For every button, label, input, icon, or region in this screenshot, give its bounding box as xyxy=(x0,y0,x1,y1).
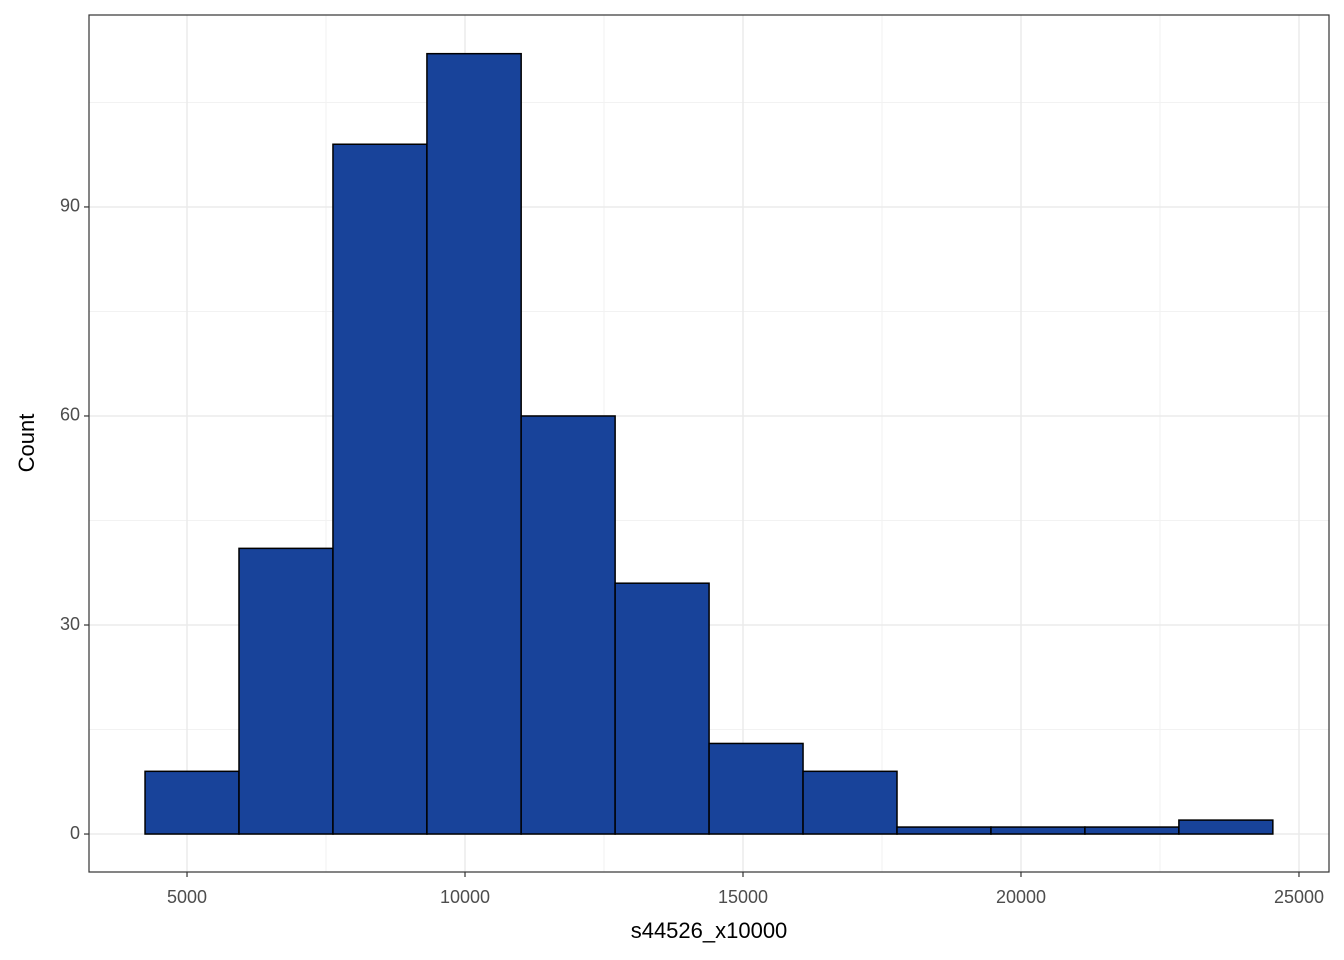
x-tick-label: 20000 xyxy=(996,887,1046,907)
bar xyxy=(332,143,428,835)
bar xyxy=(1178,819,1274,835)
bar xyxy=(426,52,522,835)
bar xyxy=(614,582,710,835)
x-tick-label: 5000 xyxy=(167,887,207,907)
bar xyxy=(144,770,240,835)
panel-border xyxy=(88,14,1330,873)
y-tick-label: 90 xyxy=(60,196,80,216)
y-tick-label: 30 xyxy=(60,614,80,634)
x-axis-title: s44526_x10000 xyxy=(631,918,788,943)
bar xyxy=(802,770,898,835)
bar xyxy=(1084,826,1180,835)
y-axis-title: Count xyxy=(14,414,39,473)
bar xyxy=(520,415,616,835)
x-tick-label: 15000 xyxy=(718,887,768,907)
x-tick-label: 10000 xyxy=(440,887,490,907)
bar xyxy=(896,826,992,835)
bar xyxy=(238,547,334,835)
y-tick-label: 0 xyxy=(70,823,80,843)
x-tick-label: 25000 xyxy=(1274,887,1324,907)
bars xyxy=(144,52,1274,835)
y-tick-label: 60 xyxy=(60,405,80,425)
bar xyxy=(708,742,804,835)
bar xyxy=(990,826,1086,835)
